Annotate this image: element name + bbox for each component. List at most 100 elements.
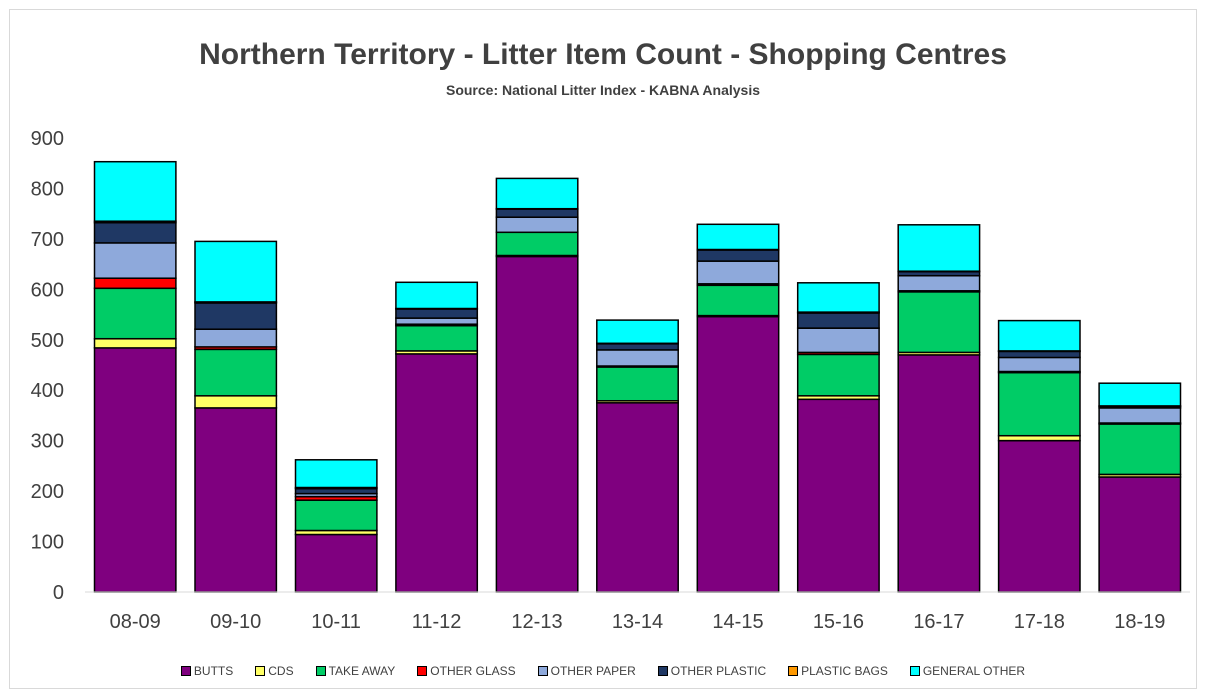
bar-segment: [395, 317, 479, 325]
bar-segment: [93, 221, 177, 244]
bar-segment: [696, 223, 780, 251]
y-tick-label: 600: [31, 279, 64, 301]
y-tick-label: 400: [31, 380, 64, 402]
chart-legend: BUTTS CDS TAKE AWAY OTHER GLASS OTHER PAPER O…: [0, 664, 1206, 678]
bar-segment: [194, 407, 278, 593]
bar-segment: [997, 356, 1081, 373]
x-tick-label: 11-12: [412, 611, 462, 633]
bar-segment: [997, 439, 1081, 593]
bar-segment: [194, 328, 278, 348]
bar-segment: [596, 349, 679, 367]
legend-item: TAKE AWAY: [315, 664, 396, 678]
legend-label: BUTTS: [193, 664, 234, 678]
legend-label: TAKE AWAY: [328, 664, 396, 678]
legend-swatch: [255, 666, 266, 676]
bar-segment: [596, 343, 679, 351]
bar-segment: [294, 459, 378, 489]
bar-segment: [93, 160, 177, 222]
y-tick-label: 700: [31, 229, 64, 251]
x-tick-label: 08-09: [110, 611, 161, 633]
y-tick-label: 300: [31, 431, 64, 453]
legend-label: OTHER GLASS: [430, 664, 516, 678]
chart-title: Northern Territory - Litter Item Count -…: [199, 38, 1007, 71]
bar-segment: [897, 274, 981, 292]
legend-swatch: [417, 666, 428, 676]
legend-label: CDS: [268, 664, 294, 678]
bar-segment: [93, 287, 177, 340]
bar-segment: [495, 216, 579, 234]
legend-swatch: [315, 666, 326, 676]
legend-label: OTHER PLASTIC: [670, 664, 767, 678]
bar-segment: [596, 402, 679, 593]
bar-segment: [93, 277, 177, 290]
bar-segment: [495, 231, 579, 257]
bar-segment: [93, 338, 177, 349]
bar-segment: [696, 260, 780, 285]
legend-swatch: [537, 666, 548, 676]
bar-segment: [495, 255, 579, 593]
bar-segment: [194, 302, 278, 330]
y-tick-label: 100: [31, 532, 64, 554]
legend-item: OTHER PAPER: [537, 664, 636, 678]
y-tick-label: 900: [31, 128, 64, 150]
bar-segment: [997, 319, 1081, 352]
x-tick-label: 16-17: [913, 611, 964, 633]
bar-segment: [997, 350, 1081, 359]
x-tick-label: 14-15: [712, 611, 763, 633]
legend-item: GENERAL OTHER: [909, 664, 1026, 678]
legend-item: CDS: [255, 664, 294, 678]
y-tick-label: 500: [31, 330, 64, 352]
x-tick-label: 10-11: [311, 611, 361, 633]
bar-segment: [796, 312, 880, 329]
bar-segment: [194, 395, 278, 409]
bar-segment: [997, 371, 1081, 437]
bar-segment: [897, 224, 981, 272]
bar-segment: [897, 291, 981, 354]
bar-segment: [294, 533, 378, 593]
x-tick-label: 09-10: [210, 611, 261, 633]
x-tick-label: 18-19: [1114, 611, 1165, 633]
legend-swatch: [909, 666, 920, 676]
legend-item: BUTTS: [180, 664, 234, 678]
bar-segment: [696, 315, 780, 593]
legend-swatch: [180, 666, 191, 676]
bar-segment: [395, 353, 479, 593]
bar-segment: [696, 249, 780, 262]
bar-segment: [294, 499, 378, 532]
x-tick-label: 17-18: [1014, 611, 1065, 633]
bar-segment: [93, 347, 177, 593]
bar-segment: [395, 281, 479, 310]
bar-segment: [1098, 382, 1182, 407]
bar-segment: [796, 282, 880, 313]
legend-item: PLASTIC BAGS: [788, 664, 888, 678]
bar-segment: [395, 324, 479, 352]
bar-segment: [1098, 423, 1182, 476]
bar-segment: [596, 319, 679, 345]
legend-swatch: [788, 666, 799, 676]
x-tick-label: 12-13: [511, 611, 562, 633]
bar-segment: [796, 327, 880, 354]
bar-segment: [897, 354, 981, 593]
y-tick-label: 0: [53, 582, 64, 604]
y-tick-label: 800: [31, 178, 64, 200]
legend-label: GENERAL OTHER: [922, 664, 1026, 678]
legend-item: OTHER PLASTIC: [657, 664, 767, 678]
bar-segment: [495, 208, 579, 218]
bar-segment: [194, 240, 278, 303]
legend-swatch: [657, 666, 668, 676]
bar-segment: [596, 366, 679, 402]
bar-segment: [796, 353, 880, 397]
y-tick-label: 200: [31, 481, 64, 503]
x-tick-label: 15-16: [813, 611, 864, 633]
bar-segment: [796, 398, 880, 593]
x-tick-label: 13-14: [612, 611, 663, 633]
legend-label: PLASTIC BAGS: [801, 664, 888, 678]
bar-segment: [1098, 476, 1182, 593]
legend-label: OTHER PAPER: [550, 664, 636, 678]
bar-segment: [495, 177, 579, 210]
bar-segment: [194, 348, 278, 397]
bar-segment: [395, 308, 479, 319]
bar-segment: [696, 284, 780, 317]
legend-item: OTHER GLASS: [417, 664, 516, 678]
